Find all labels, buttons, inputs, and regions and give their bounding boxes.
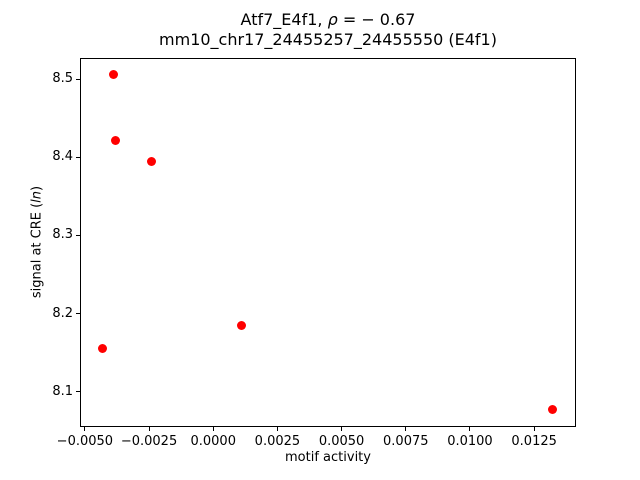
x-tick-mark [84,427,86,431]
scatter-point [236,320,246,330]
x-tick-mark [533,427,535,431]
scatter-point [147,156,157,166]
scatter-point [547,404,557,414]
title-prefix: Atf7_E4f1, [240,10,328,29]
chart-title-block: Atf7_E4f1, ρ = − 0.67 mm10_chr17_2445525… [80,10,576,50]
x-tick-label: 0.0075 [383,434,429,449]
x-tick-mark [148,427,150,431]
x-tick-mark [341,427,343,431]
y-tick-mark [76,234,80,236]
title-rho-value: = − 0.67 [337,10,416,29]
y-tick-mark [76,156,80,158]
x-tick-mark [469,427,471,431]
scatter-point [108,69,118,79]
y-axis-label-suffix: ) [29,185,45,191]
y-tick-label: 8.1 [52,383,73,399]
x-axis-label: motif activity [285,450,371,465]
scatter-point [98,343,108,353]
x-tick-label: 0.0125 [511,434,557,449]
title-rho-symbol: ρ [327,10,338,29]
x-tick-mark [212,427,214,431]
y-tick-mark [76,78,80,80]
scatter-point [111,135,121,145]
y-axis-label-prefix: signal at CRE ( [29,202,45,299]
x-tick-mark [276,427,278,431]
y-tick-mark [76,313,80,315]
y-tick-label: 8.5 [52,71,73,87]
x-tick-mark [405,427,407,431]
y-tick-mark [76,391,80,393]
chart-title: Atf7_E4f1, ρ = − 0.67 [80,10,576,30]
x-tick-label: 0.0050 [318,434,365,449]
plot-area [80,58,576,427]
y-axis-label-italic: ln [29,190,45,203]
y-tick-label: 8.3 [52,227,73,243]
x-tick-label: 0.0025 [254,434,301,449]
y-tick-label: 8.2 [52,305,73,321]
chart-subtitle: mm10_chr17_24455257_24455550 (E4f1) [159,30,497,49]
y-tick-label: 8.4 [52,149,73,165]
x-tick-label: 0.0100 [447,434,493,449]
x-tick-label: 0.0000 [190,434,236,449]
x-tick-label: −0.0050 [56,434,114,449]
x-tick-label: −0.0025 [120,434,178,449]
